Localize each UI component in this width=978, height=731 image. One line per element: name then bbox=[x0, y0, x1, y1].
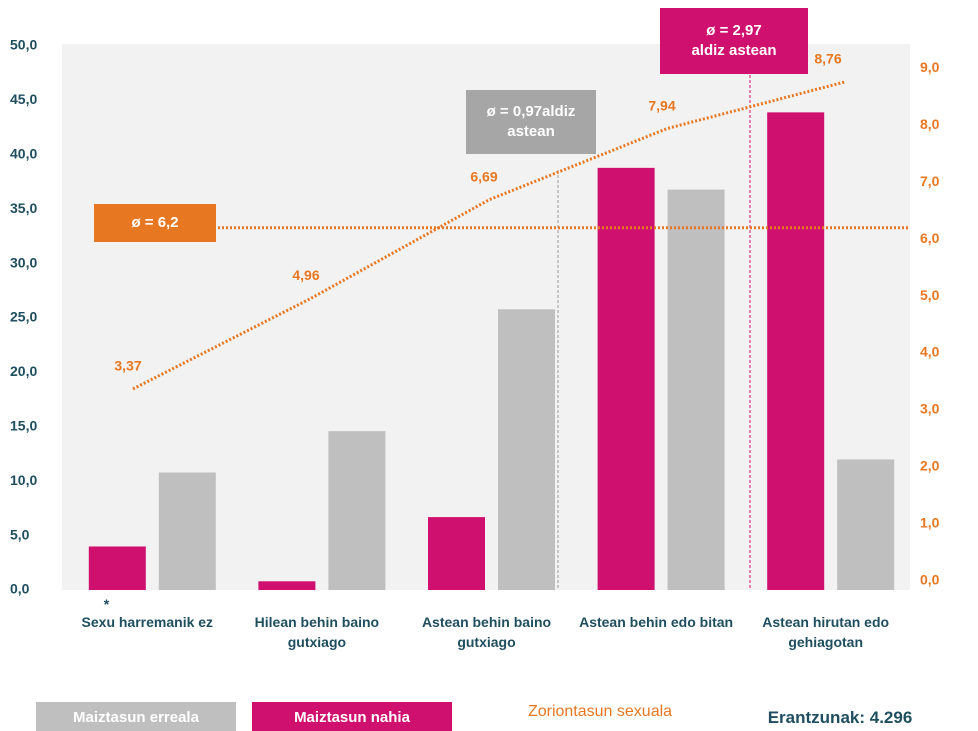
legend-item: Maiztasun erreala bbox=[36, 702, 236, 731]
y2-tick-label: 4,0 bbox=[920, 344, 940, 360]
y-tick-label: 20,0 bbox=[10, 363, 37, 379]
bar bbox=[597, 167, 655, 590]
data-label: 4,96 bbox=[292, 267, 319, 283]
annotation: ø = 6,2 bbox=[94, 204, 216, 242]
y2-tick-label: 0,0 bbox=[920, 572, 940, 588]
y-tick-label: 15,0 bbox=[10, 418, 37, 434]
y2-tick-label: 3,0 bbox=[920, 401, 940, 417]
legend-item: Zoriontasun sexuala bbox=[527, 703, 673, 720]
y-tick-label: 10,0 bbox=[10, 472, 37, 488]
line-series bbox=[132, 80, 846, 391]
x-tick-label: Sexu harremanik ez bbox=[81, 614, 214, 630]
y-tick-label: 40,0 bbox=[10, 146, 37, 162]
bar bbox=[88, 546, 146, 590]
data-label: 3,37 bbox=[114, 358, 141, 374]
data-label: 8,76 bbox=[814, 51, 841, 67]
bar bbox=[498, 309, 555, 590]
y-tick-label: 5,0 bbox=[10, 526, 30, 542]
legend-item: Maiztasun nahia bbox=[252, 702, 452, 731]
footnote: * bbox=[103, 596, 110, 612]
y-tick-label: 45,0 bbox=[10, 91, 37, 107]
bar bbox=[428, 517, 485, 590]
annotation: ø = 2,97 aldiz astean bbox=[660, 8, 808, 74]
annotation-line: astean bbox=[507, 123, 555, 140]
data-label: 7,94 bbox=[648, 97, 675, 113]
bar bbox=[837, 459, 895, 590]
y2-tick-label: 7,0 bbox=[920, 173, 940, 189]
y-tick-label: 35,0 bbox=[10, 200, 37, 216]
y2-tick-label: 9,0 bbox=[920, 59, 940, 75]
annotation: ø = 0,97aldiz astean bbox=[466, 90, 596, 154]
annotation-line: ø = 0,97aldiz bbox=[486, 103, 576, 120]
x-tick-label: Hilean behin baino gutxiago bbox=[254, 614, 380, 650]
x-tick-label: Astean behin edo bitan bbox=[579, 614, 734, 630]
x-tick-label: Astean behin baino gutxiago bbox=[421, 614, 552, 650]
annotation-line: ø = 2,97 bbox=[706, 22, 762, 39]
y2-tick-label: 6,0 bbox=[920, 230, 940, 246]
y-tick-label: 0,0 bbox=[10, 581, 30, 597]
y-tick-label: 50,0 bbox=[10, 37, 37, 53]
y2-tick-label: 8,0 bbox=[920, 116, 940, 132]
y2-tick-label: 1,0 bbox=[920, 515, 940, 531]
bar bbox=[328, 431, 386, 590]
bar bbox=[158, 472, 216, 590]
data-label: 6,69 bbox=[470, 169, 497, 185]
x-tick-label: Astean hirutan edo gehiagotan bbox=[762, 614, 890, 650]
y-tick-label: 25,0 bbox=[10, 309, 37, 325]
y-tick-label: 30,0 bbox=[10, 254, 37, 270]
y2-tick-label: 5,0 bbox=[920, 287, 940, 303]
bar bbox=[767, 112, 825, 591]
annotation-line: aldiz astean bbox=[691, 42, 777, 59]
bar bbox=[667, 189, 725, 590]
note: Erantzunak: 4.296 bbox=[767, 708, 913, 727]
y2-tick-label: 2,0 bbox=[920, 458, 940, 474]
bar bbox=[258, 581, 316, 590]
